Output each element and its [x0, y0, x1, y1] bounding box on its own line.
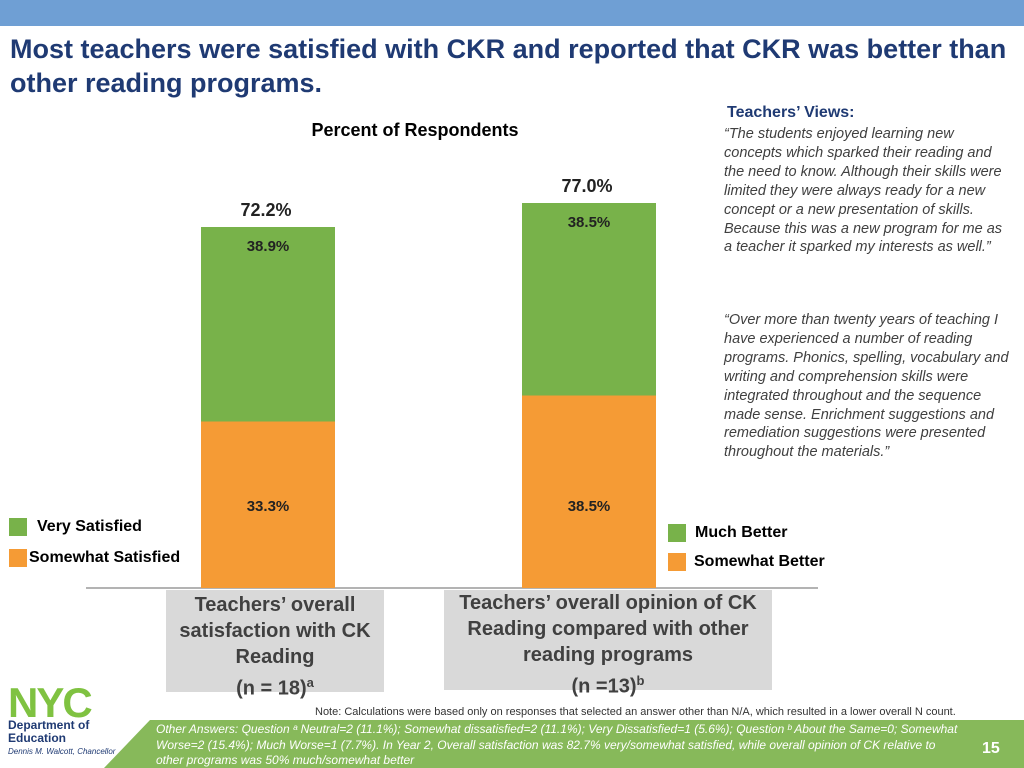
category-label-text: Teachers’ overall opinion of CK Reading … [459, 592, 757, 666]
bar-segment-somewhat-satisfied [201, 421, 335, 588]
bar-segment-very-satisfied [201, 227, 335, 422]
teacher-quote-2: “Over more than twenty years of teaching… [724, 312, 1009, 461]
legend-swatch-green [668, 524, 686, 542]
category-n-sup: a [306, 675, 314, 690]
other-answers-text: Other Answers: Question ᵃ Neutral=2 (11.… [156, 722, 958, 767]
legend-label: Somewhat Satisfied [29, 549, 181, 566]
legend-somewhat-satisfied: Somewhat Satisfied [9, 549, 180, 567]
data-label-somewhat-better: 38.5% [568, 498, 611, 515]
total-label: 77.0% [561, 176, 612, 196]
data-label-much-better: 38.5% [568, 214, 611, 231]
legend-label: Much Better [695, 524, 788, 541]
nyc-doe-logo: NYC [8, 683, 94, 723]
category-label-satisfaction: Teachers’ overall satisfaction with CK R… [166, 590, 384, 700]
legend-very-satisfied: Very Satisfied [9, 518, 142, 536]
teachers-views-heading: Teachers’ Views: [727, 104, 855, 121]
category-n-label: (n =13) [571, 675, 637, 698]
chart-title: Percent of Respondents [311, 120, 519, 140]
legend-label: Very Satisfied [37, 518, 142, 535]
category-n-sup: b [636, 673, 645, 688]
calculation-note: Note: Calculations were based only on re… [315, 706, 956, 718]
bar-segment-somewhat-better [522, 395, 656, 588]
category-label-comparison: Teachers’ overall opinion of CK Reading … [444, 590, 772, 698]
footer-band [104, 720, 1024, 768]
logo-chancellor: Dennis M. Walcott, Chancellor [8, 747, 116, 756]
category-label-text: Teachers’ overall satisfaction with CK R… [179, 594, 371, 668]
logo-line1: Department of [8, 718, 90, 732]
logo-department-text: Department of Education [8, 719, 89, 745]
data-label-very-satisfied: 38.9% [247, 238, 290, 255]
total-label: 72.2% [240, 200, 291, 220]
legend-swatch-orange [9, 549, 27, 567]
bar-segment-much-better [522, 203, 656, 396]
slide-title: Most teachers were satisfied with CKR an… [10, 34, 1007, 98]
page-number: 15 [982, 740, 1000, 757]
legend-much-better: Much Better [668, 524, 787, 542]
category-n-label: (n = 18) [236, 677, 307, 700]
legend-swatch-green [9, 518, 27, 536]
legend-label: Somewhat Better [694, 553, 825, 570]
teacher-quote-1: “The students enjoyed learning new conce… [724, 126, 1003, 256]
top-band [0, 0, 1024, 26]
nyc-logo-mark: NYC [8, 683, 92, 723]
legend-somewhat-better: Somewhat Better [668, 553, 825, 571]
legend-swatch-orange [668, 553, 686, 571]
data-label-somewhat-satisfied: 33.3% [247, 498, 290, 515]
footer [0, 720, 1024, 768]
logo-line2: Education [8, 731, 67, 745]
